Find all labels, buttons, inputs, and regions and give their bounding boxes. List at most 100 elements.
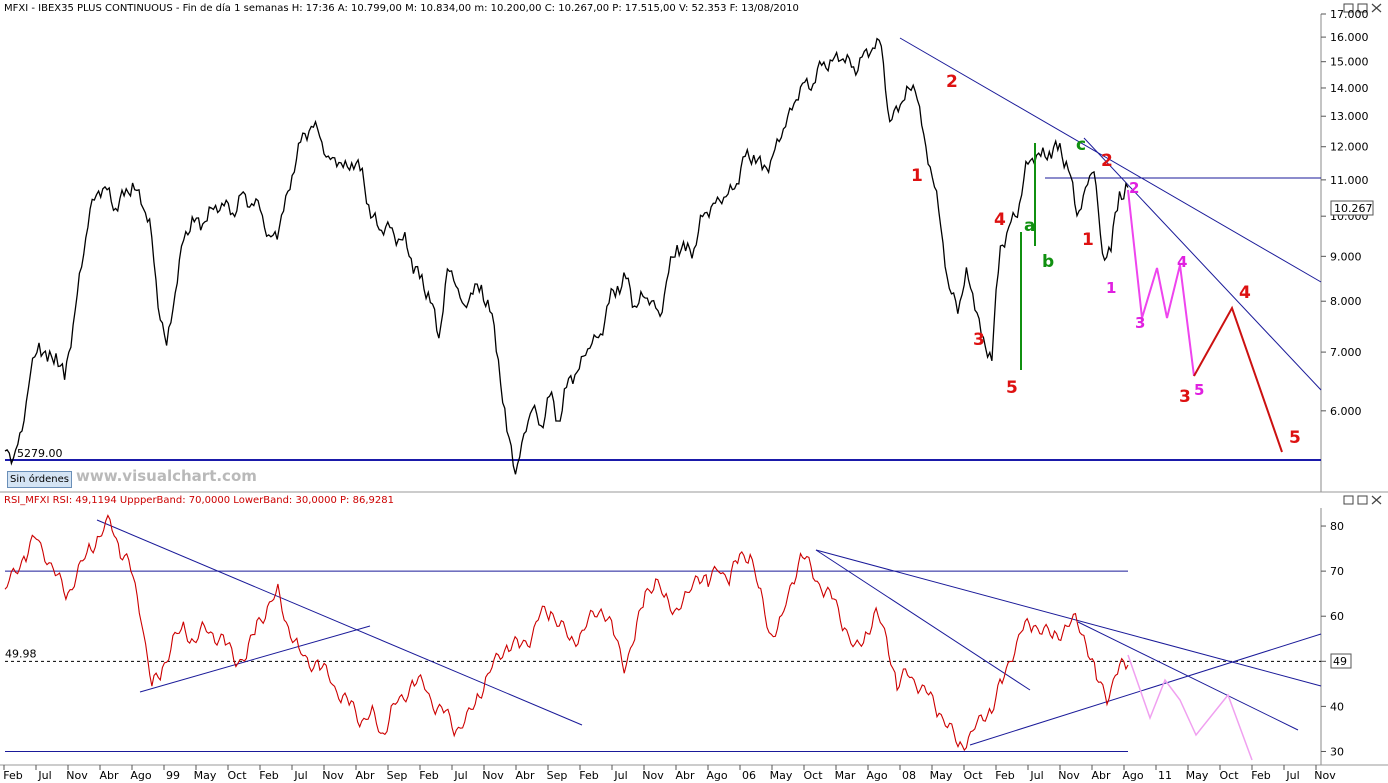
x-tick-label: Nov	[322, 769, 344, 782]
x-tick-label: May	[194, 769, 217, 782]
wave-label-magenta: 5	[1194, 381, 1204, 399]
sin-ordenes-button[interactable]: Sin órdenes	[7, 471, 72, 488]
price-y-tick-label: 12.000	[1330, 141, 1369, 154]
x-tick-label: Feb	[1251, 769, 1270, 782]
price-y-tick-label: 9.000	[1330, 250, 1362, 263]
price-y-tick-label: 8.000	[1330, 295, 1362, 308]
x-tick-label: Ago	[706, 769, 728, 782]
x-tick-label: Abr	[355, 769, 375, 782]
price-y-tick-label: 16.000	[1330, 31, 1369, 44]
wave-labels: 1 2 3 4 5 1 2 3 4 5 a b c 1 2 3 4 5	[911, 72, 1301, 448]
x-tick-label: Oct	[963, 769, 983, 782]
x-tick-label: Feb	[995, 769, 1014, 782]
x-tick-label: Ago	[866, 769, 888, 782]
price-y-tick-label: 6.000	[1330, 405, 1362, 418]
wave-label-magenta: 2	[1129, 179, 1139, 197]
x-tick-label: Jul	[613, 769, 627, 782]
x-tick-label: May	[930, 769, 953, 782]
projection-magenta	[1127, 189, 1195, 377]
x-axis: Feb Jul Nov Abr Ago 99 May Oct Feb Jul Nov Abr Sep Fe…	[3, 765, 1336, 782]
x-tick-label: Sep	[547, 769, 568, 782]
x-tick-label: Sep	[387, 769, 408, 782]
wave-label-magenta: 4	[1177, 253, 1187, 271]
wave-label-green: c	[1076, 135, 1086, 155]
x-tick-label: Oct	[803, 769, 823, 782]
wave-label-green: b	[1042, 252, 1054, 272]
x-tick-label: Nov	[1058, 769, 1080, 782]
x-tick-label: Nov	[482, 769, 504, 782]
x-tick-label: Jul	[1029, 769, 1043, 782]
x-tick-label: Nov	[642, 769, 664, 782]
x-tick-label: Mar	[835, 769, 856, 782]
rsi-series-line	[4, 514, 1129, 752]
wave-label-magenta: 3	[1135, 314, 1145, 332]
wave-label-magenta: 1	[1106, 279, 1116, 297]
wave-label-red: 2	[946, 72, 958, 92]
price-y-axis: 17.000 16.000 15.000 14.000 13.000 12.000 11.0…	[1321, 8, 1369, 418]
x-tick-label: Abr	[675, 769, 695, 782]
rsi-y-tick-label: 60	[1330, 610, 1344, 623]
trendline-second	[1083, 137, 1322, 391]
x-tick-label: Abr	[1091, 769, 1111, 782]
x-tick-label: 11	[1158, 769, 1172, 782]
x-tick-label: Oct	[1219, 769, 1239, 782]
price-y-tick-label: 7.000	[1330, 346, 1362, 359]
x-tick-label: Abr	[99, 769, 119, 782]
x-tick-label: Oct	[227, 769, 247, 782]
price-y-tick-label: 17.000	[1330, 8, 1369, 21]
wave-label-red: 5	[1006, 378, 1018, 398]
x-tick-label: Jul	[293, 769, 307, 782]
price-header: MFXI - IBEX35 PLUS CONTINUOUS - Fin de d…	[4, 2, 799, 14]
close-icon[interactable]	[1371, 3, 1382, 505]
x-tick-label: Feb	[3, 769, 22, 782]
support-label: 5279.00	[17, 447, 63, 460]
wave-label-green: a	[1024, 216, 1035, 236]
price-y-tick-label: 13.000	[1330, 110, 1369, 123]
maximize-icon[interactable]	[1357, 3, 1368, 505]
x-tick-label: Feb	[419, 769, 438, 782]
rsi-panel	[0, 492, 1388, 763]
rsi-trendlines	[96, 519, 1322, 746]
rsi-projection	[1127, 654, 1253, 761]
x-tick-label: May	[1186, 769, 1209, 782]
watermark: www.visualchart.com	[76, 467, 257, 485]
price-last-value: 10.267	[1334, 202, 1373, 215]
window-icon[interactable]	[1343, 3, 1354, 505]
price-y-tick-label: 11.000	[1330, 174, 1369, 187]
wave-label-red: 4	[1239, 283, 1251, 303]
x-tick-label: Abr	[515, 769, 535, 782]
wave-label-red: 3	[1179, 387, 1191, 407]
x-tick-label: Nov	[66, 769, 88, 782]
rsi-mid-label: 49.98	[5, 647, 37, 660]
rsi-y-tick-label: 40	[1330, 700, 1344, 713]
price-y-tick-label: 14.000	[1330, 82, 1369, 95]
trendline-main	[899, 37, 1322, 283]
wave-label-red: 2	[1101, 151, 1113, 171]
rsi-y-tick-label: 70	[1330, 565, 1344, 578]
x-tick-label: 06	[742, 769, 756, 782]
rsi-y-tick-label: 80	[1330, 520, 1344, 533]
rsi-last-value-box	[1330, 653, 1352, 669]
wave-label-red: 4	[994, 210, 1006, 230]
price-last-value-box	[1330, 200, 1374, 216]
rsi-header: RSI_MFXI RSI: 49,1194 UppperBand: 70,000…	[4, 495, 394, 506]
x-tick-label: 08	[902, 769, 916, 782]
wave-label-red: 5	[1289, 428, 1301, 448]
x-tick-label: Jul	[1285, 769, 1299, 782]
rsi-last-value: 49	[1333, 655, 1347, 668]
x-tick-label: May	[770, 769, 793, 782]
x-tick-label: Nov	[1314, 769, 1336, 782]
x-tick-label: Feb	[259, 769, 278, 782]
projection-red	[1193, 305, 1283, 453]
price-y-tick-label: 15.000	[1330, 56, 1369, 69]
x-tick-label: Feb	[579, 769, 598, 782]
x-tick-label: 99	[166, 769, 180, 782]
x-tick-label: Jul	[37, 769, 51, 782]
x-tick-label: Ago	[1122, 769, 1144, 782]
wave-label-red: 3	[973, 330, 985, 350]
wave-label-red: 1	[1082, 230, 1094, 250]
x-tick-label: Jul	[453, 769, 467, 782]
price-panel	[0, 0, 1388, 492]
wave-label-red: 1	[911, 166, 923, 186]
